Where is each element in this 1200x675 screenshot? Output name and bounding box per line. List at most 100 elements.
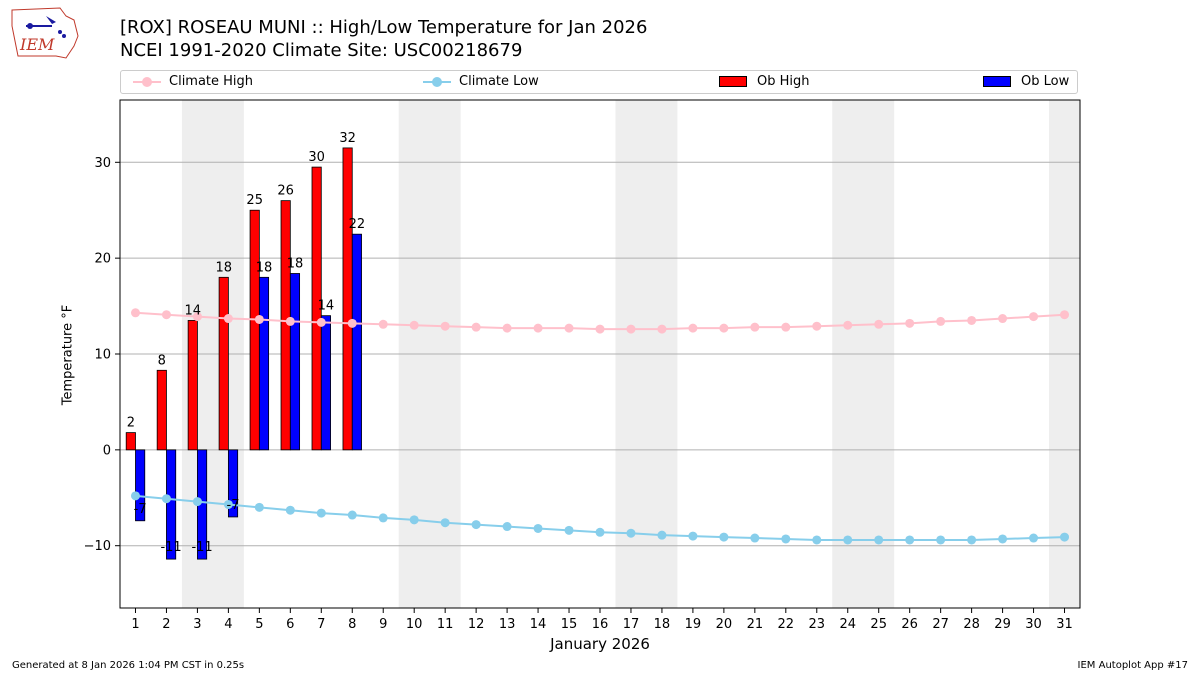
x-tick-label: 15 xyxy=(561,617,578,632)
climate-high-point xyxy=(471,322,481,332)
ob-low-label: -7 xyxy=(134,502,147,517)
x-tick-label: 20 xyxy=(716,617,733,632)
climate-low-point xyxy=(905,535,915,545)
legend-label: Ob Low xyxy=(1021,74,1070,89)
x-axis-label: January 2026 xyxy=(550,635,650,653)
legend-label: Climate High xyxy=(169,74,254,89)
ob-high-label: 30 xyxy=(308,150,325,165)
climate-high-point xyxy=(285,316,295,326)
climate-low-point xyxy=(874,535,884,545)
climate-high-point xyxy=(254,314,264,324)
legend-label: Ob High xyxy=(757,74,810,89)
climate-high-point xyxy=(781,322,791,332)
x-tick-label: 11 xyxy=(437,617,454,632)
climate-low-point xyxy=(223,499,233,509)
ob-high-bar xyxy=(125,432,136,451)
x-tick-label: 4 xyxy=(224,617,232,632)
ob-low-bar xyxy=(289,273,301,451)
climate-low-point xyxy=(1029,533,1039,543)
climate-low-point xyxy=(130,491,140,501)
climate-low-point xyxy=(750,533,760,543)
climate-low-point xyxy=(812,535,822,545)
climate-high-point xyxy=(223,314,233,324)
chart-subtitle: NCEI 1991-2020 Climate Site: USC00218679 xyxy=(120,40,523,61)
ob-high-bar xyxy=(218,276,229,451)
climate-low-point xyxy=(657,530,667,540)
climate-low-point xyxy=(564,525,574,535)
climate-low-point xyxy=(1060,532,1070,542)
generated-timestamp: Generated at 8 Jan 2026 1:04 PM CST in 0… xyxy=(12,660,245,671)
x-tick-label: 3 xyxy=(193,617,201,632)
climate-low-point xyxy=(347,510,357,520)
climate-low-point xyxy=(967,535,977,545)
climate-low-point xyxy=(440,518,450,528)
climate-low-point xyxy=(781,534,791,544)
x-tick-label: 19 xyxy=(685,617,702,632)
climate-low-point xyxy=(688,531,698,541)
ob-low-label: -7 xyxy=(227,498,240,513)
iem-logo: IEM xyxy=(11,7,79,59)
climate-high-point xyxy=(812,321,822,331)
legend-box-swatch-icon xyxy=(719,76,747,87)
x-tick-label: 21 xyxy=(747,617,764,632)
climate-high-point xyxy=(533,323,543,333)
legend: Climate High Climate Low Ob High Ob Low xyxy=(120,70,1078,94)
legend-item-climate-high: Climate High xyxy=(133,74,253,89)
x-tick-label: 29 xyxy=(994,617,1011,632)
y-tick-label: 30 xyxy=(94,156,111,171)
ob-high-label: 2 xyxy=(127,416,135,431)
climate-high-point xyxy=(843,320,853,330)
climate-low-point xyxy=(936,535,946,545)
climate-high-point xyxy=(378,319,388,329)
x-tick-label: 1 xyxy=(131,617,139,632)
climate-low-point xyxy=(843,535,853,545)
x-tick-label: 26 xyxy=(901,617,918,632)
x-tick-label: 6 xyxy=(286,617,294,632)
ob-low-label: -11 xyxy=(160,540,181,555)
climate-high-point xyxy=(688,323,698,333)
climate-low-point xyxy=(502,522,512,532)
ob-high-label: 8 xyxy=(158,353,166,368)
x-tick-label: 24 xyxy=(839,617,856,632)
legend-box-swatch-icon xyxy=(983,76,1011,87)
y-axis-label: Temperature °F xyxy=(60,304,76,406)
ob-high-label: 32 xyxy=(339,131,356,146)
ob-high-label: 18 xyxy=(215,260,232,275)
climate-low-point xyxy=(192,497,202,507)
ob-low-label: 14 xyxy=(318,299,335,314)
x-tick-label: 17 xyxy=(623,617,640,632)
ob-low-label: 18 xyxy=(287,256,304,271)
x-tick-label: 13 xyxy=(499,617,516,632)
legend-item-ob-low: Ob Low xyxy=(983,74,1069,89)
legend-line-marker-icon xyxy=(423,76,451,88)
ob-high-label: 25 xyxy=(246,193,263,208)
x-tick-label: 22 xyxy=(778,617,795,632)
ob-low-bar xyxy=(227,449,239,518)
ob-high-label: 14 xyxy=(185,303,202,318)
x-tick-label: 7 xyxy=(317,617,325,632)
ob-high-bar xyxy=(311,166,322,451)
climate-high-point xyxy=(657,324,667,334)
ob-low-label: 22 xyxy=(349,217,366,232)
x-tick-label: 5 xyxy=(255,617,263,632)
ob-low-bar xyxy=(258,276,270,451)
climate-low-point xyxy=(378,513,388,523)
ob-low-bar xyxy=(135,449,146,522)
y-tick-label: 0 xyxy=(103,443,111,458)
legend-item-ob-high: Ob High xyxy=(719,74,810,89)
ob-high-bar xyxy=(342,147,353,451)
climate-high-point xyxy=(564,323,574,333)
x-tick-label: 10 xyxy=(406,617,423,632)
climate-low-point xyxy=(533,523,543,533)
x-tick-label: 25 xyxy=(870,617,887,632)
ob-high-bar xyxy=(249,209,260,451)
ob-low-label: 18 xyxy=(256,260,273,275)
climate-high-point xyxy=(440,321,450,331)
chart-title: [ROX] ROSEAU MUNI :: High/Low Temperatur… xyxy=(120,17,648,38)
climate-high-point xyxy=(998,314,1008,324)
climate-low-point xyxy=(626,528,636,538)
x-tick-label: 28 xyxy=(963,617,980,632)
climate-low-point xyxy=(998,534,1008,544)
climate-high-point xyxy=(905,318,915,328)
